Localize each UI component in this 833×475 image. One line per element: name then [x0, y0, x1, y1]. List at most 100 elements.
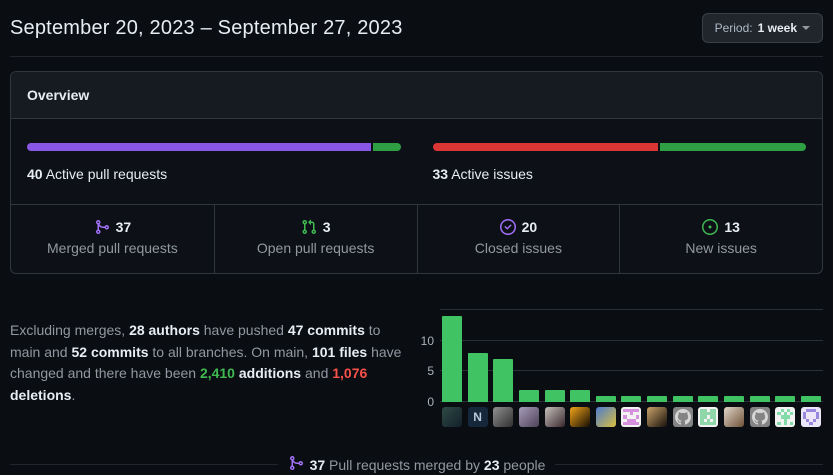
avatar-letter: N: [473, 410, 482, 424]
commit-bar-author-14: [775, 395, 796, 402]
stat-closed-issues[interactable]: 20 Closed issues: [416, 205, 620, 273]
author-avatar-6[interactable]: [570, 407, 591, 427]
commit-bar-author-12: [724, 395, 745, 402]
overview-stats-row: 37 Merged pull requests 3 Open pull request…: [11, 204, 822, 273]
commit-bar-author-7: [595, 395, 616, 402]
author-avatar-12[interactable]: [724, 407, 745, 427]
text-segment: have pushed: [199, 322, 288, 338]
text-segment: 101 files: [311, 343, 368, 360]
identicon-pattern: [777, 409, 794, 425]
text-segment: Pull requests merged by: [325, 456, 484, 473]
stat-open-pull-requests[interactable]: 3 Open pull requests: [213, 205, 417, 273]
issues-progress-bar[interactable]: [432, 143, 806, 151]
active-pull-requests-column: 40 Active pull requests: [11, 119, 417, 204]
text-segment: 2,410: [199, 365, 235, 381]
author-avatar-8[interactable]: [621, 407, 642, 427]
text-segment: .: [71, 386, 76, 403]
commit-bar-author-5: [544, 389, 565, 402]
active-pull-requests-label: Active pull requests: [45, 166, 168, 182]
stat-value-row: 20: [426, 219, 612, 235]
author-avatar-13[interactable]: [749, 407, 770, 427]
commit-bar-author-6: [570, 389, 591, 402]
text-segment: additions: [238, 365, 302, 381]
merged-by-divider: 37 Pull requests merged by 23 people: [10, 455, 823, 474]
chart-ytick-label: 10: [420, 333, 434, 348]
text-segment: people: [499, 456, 546, 473]
pull-requests-progress-bar[interactable]: [27, 143, 401, 151]
stat-value: 37: [115, 219, 132, 235]
chart-ytick-label: 0: [427, 395, 434, 409]
overview-title: Overview: [27, 87, 90, 103]
author-avatar-10[interactable]: [672, 407, 693, 427]
git-merge-icon: [288, 455, 304, 474]
author-avatar-9[interactable]: [647, 407, 668, 427]
stat-value-row: 3: [223, 219, 409, 235]
active-issues-count: 33: [432, 166, 449, 182]
issue-opened-icon: [702, 219, 719, 235]
progress-bars-row: 40 Active pull requests 33 Active issues: [11, 119, 822, 204]
author-avatar-7[interactable]: [595, 407, 616, 427]
issue-closed-icon: [499, 219, 516, 235]
author-avatar-1[interactable]: [442, 407, 462, 427]
stat-value-row: 37: [19, 219, 206, 235]
git-pull-request-icon: [301, 219, 317, 235]
merged-by-heading: 37 Pull requests merged by 23 people: [288, 455, 546, 474]
active-issues-label: Active issues: [451, 166, 533, 182]
text-segment: 52 commits: [71, 343, 149, 360]
commit-bar-author-15: [800, 395, 821, 402]
text-segment: to all branches. On main,: [148, 343, 312, 360]
identicon-pattern: [802, 409, 819, 425]
page-title: September 20, 2023 – September 27, 2023: [10, 16, 403, 39]
stat-label: Open pull requests: [256, 240, 375, 256]
text-segment: deletions: [10, 386, 72, 403]
commit-bar-author-8: [621, 395, 642, 402]
closed-issues-segment[interactable]: [432, 143, 658, 151]
author-avatar-2[interactable]: N: [467, 407, 488, 427]
git-merge-icon: [94, 219, 110, 235]
commit-bar-author-10: [672, 395, 693, 402]
commit-bar-author-11: [698, 395, 719, 402]
text-segment: 28 authors: [129, 322, 200, 338]
commit-bar-author-3: [493, 359, 514, 402]
merged-pull-requests-segment[interactable]: [27, 143, 371, 151]
active-issues-caption: 33 Active issues: [433, 166, 807, 182]
active-pull-requests-count: 40: [27, 166, 43, 182]
divider-line-left: [10, 464, 278, 465]
divider-line-right: [555, 464, 823, 465]
open-pull-requests-segment[interactable]: [372, 143, 401, 151]
author-avatar-4[interactable]: [518, 407, 539, 427]
text-segment: and: [301, 365, 333, 381]
chevron-down-icon: [802, 26, 810, 34]
text-segment: Excluding merges,: [10, 322, 130, 338]
stat-new-issues[interactable]: 13 New issues: [619, 205, 822, 273]
stat-label: Closed issues: [474, 240, 562, 256]
stat-value: 20: [521, 219, 538, 235]
stat-merged-pull-requests[interactable]: 37 Merged pull requests: [11, 205, 214, 273]
stat-label: New issues: [685, 240, 757, 256]
period-dropdown-button[interactable]: Period: 1 week: [701, 13, 823, 43]
author-avatar-3[interactable]: [493, 407, 514, 427]
commits-bar-chart: 0 5 10 N: [412, 298, 823, 427]
text-segment: 37: [309, 456, 326, 473]
active-pull-requests-caption: 40 Active pull requests: [27, 166, 401, 182]
commit-bar-author-4: [518, 389, 539, 402]
stat-value: 13: [724, 219, 740, 235]
author-avatar-15[interactable]: [800, 407, 821, 427]
text-segment: 23: [483, 456, 500, 473]
text-segment: 1,076: [332, 365, 368, 381]
author-avatar-5[interactable]: [544, 407, 565, 427]
commit-bar-author-2: [467, 353, 488, 402]
activity-section: Excluding merges, 28 authors have pushed…: [10, 298, 823, 427]
text-segment: have changed and there have been: [10, 343, 402, 382]
text-segment: to main and: [10, 322, 381, 360]
chart-gridline: [440, 309, 823, 311]
author-avatar-14[interactable]: [775, 407, 796, 427]
commit-bar-author-1: [442, 316, 462, 402]
identicon-pattern: [700, 409, 717, 425]
overview-panel-header: Overview: [11, 72, 822, 119]
author-avatar-11[interactable]: [698, 407, 719, 427]
text-segment: 47 commits: [287, 322, 365, 338]
new-issues-segment[interactable]: [659, 143, 806, 151]
stat-label: Merged pull requests: [47, 240, 178, 256]
